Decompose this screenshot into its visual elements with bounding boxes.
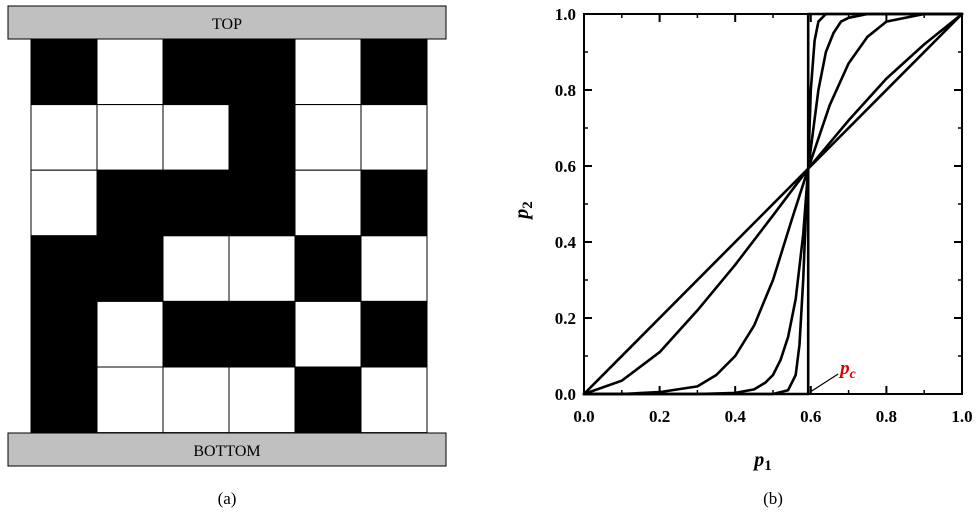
lattice-cell — [228, 235, 296, 302]
lattice-cell — [228, 104, 296, 171]
lattice-cell — [162, 104, 230, 171]
x-tick-label: 1.0 — [951, 407, 972, 426]
lattice-cell — [360, 235, 428, 302]
y-tick-label: 0.2 — [555, 309, 576, 328]
pc-pointer — [809, 373, 839, 393]
y-axis-label-sub: 2 — [520, 201, 536, 209]
series-line-3 — [582, 12, 964, 396]
top-plate-label: TOP — [212, 16, 242, 33]
bottom-plate-label: BOTTOM — [193, 443, 260, 460]
pc-label-main: p — [838, 358, 850, 379]
x-tick-label: 0.6 — [800, 407, 821, 426]
x-tick-label: 0.2 — [649, 407, 670, 426]
lattice-cell — [30, 169, 98, 237]
x-tick-label: 0.8 — [876, 407, 897, 426]
lattice-cell — [294, 104, 362, 171]
axis-ticks: 0.0 0.2 0.4 0.6 0.8 1.0 0.0 0.2 0.4 0.6 0.8 1.0 — [555, 5, 973, 426]
lattice-cell — [228, 38, 296, 106]
y-axis-label-main: p — [511, 209, 533, 221]
lattice-cell — [294, 300, 362, 368]
lattice-cell — [294, 235, 362, 302]
top-plate — [7, 5, 447, 40]
pc-annotation: pc — [809, 358, 857, 393]
y-tick-label: 0.8 — [555, 81, 576, 100]
x-tick-label: 0.0 — [573, 407, 594, 426]
series-lines — [582, 12, 964, 396]
x-axis-label-sub: 1 — [764, 458, 772, 474]
lattice-cell — [162, 38, 230, 106]
x-tick-label: 0.4 — [725, 407, 747, 426]
pc-label-sub: c — [850, 367, 857, 382]
y-tick-label: 0.6 — [555, 157, 576, 176]
lattice-cell — [162, 300, 230, 368]
lattice-cell — [360, 38, 428, 106]
lattice-cell — [360, 366, 428, 434]
lattice-cell — [294, 169, 362, 237]
caption-a: (a) — [218, 489, 237, 508]
x-axis-label-main: p — [752, 449, 764, 471]
series-line-2 — [582, 12, 964, 396]
series-line-4 — [582, 12, 964, 396]
lattice-cell — [228, 300, 296, 368]
y-tick-label: 0.0 — [555, 385, 576, 404]
lattice-cell — [30, 104, 98, 171]
caption-b: (b) — [763, 489, 783, 508]
y-tick-label: 0.4 — [555, 233, 577, 252]
lattice-cell — [30, 38, 98, 106]
lattice-cell — [162, 366, 230, 434]
bottom-plate — [7, 432, 447, 467]
lattice-cell — [294, 366, 362, 434]
lattice-cell — [96, 169, 164, 237]
lattice-grid — [30, 38, 428, 434]
lattice-cell — [228, 169, 296, 237]
x-axis-label: p1 — [752, 449, 772, 474]
lattice-cell — [360, 104, 428, 171]
lattice-cell — [162, 235, 230, 302]
lattice-cell — [228, 366, 296, 434]
lattice-cell — [30, 235, 98, 302]
lattice-cell — [360, 300, 428, 368]
y-tick-label: 1.0 — [555, 5, 576, 24]
pc-label: pc — [838, 358, 857, 382]
series-line-1 — [582, 12, 964, 396]
lattice-cell — [30, 300, 98, 368]
lattice-cell — [360, 169, 428, 237]
series-line-6 — [582, 12, 964, 396]
lattice-cell — [96, 300, 164, 368]
lattice-cell — [96, 235, 164, 302]
lattice-cell — [96, 366, 164, 434]
lattice-panel: TOP BOTTOM (a) — [7, 5, 447, 508]
lattice-cell — [30, 366, 98, 434]
lattice-cell — [162, 169, 230, 237]
lattice-cell — [294, 38, 362, 106]
lattice-cell — [96, 104, 164, 171]
chart-panel: 0.0 0.2 0.4 0.6 0.8 1.00.00.20.40.60.81.0 pc … — [511, 5, 973, 508]
lattice-cell — [96, 38, 164, 106]
y-axis-label: p2 — [511, 201, 536, 221]
